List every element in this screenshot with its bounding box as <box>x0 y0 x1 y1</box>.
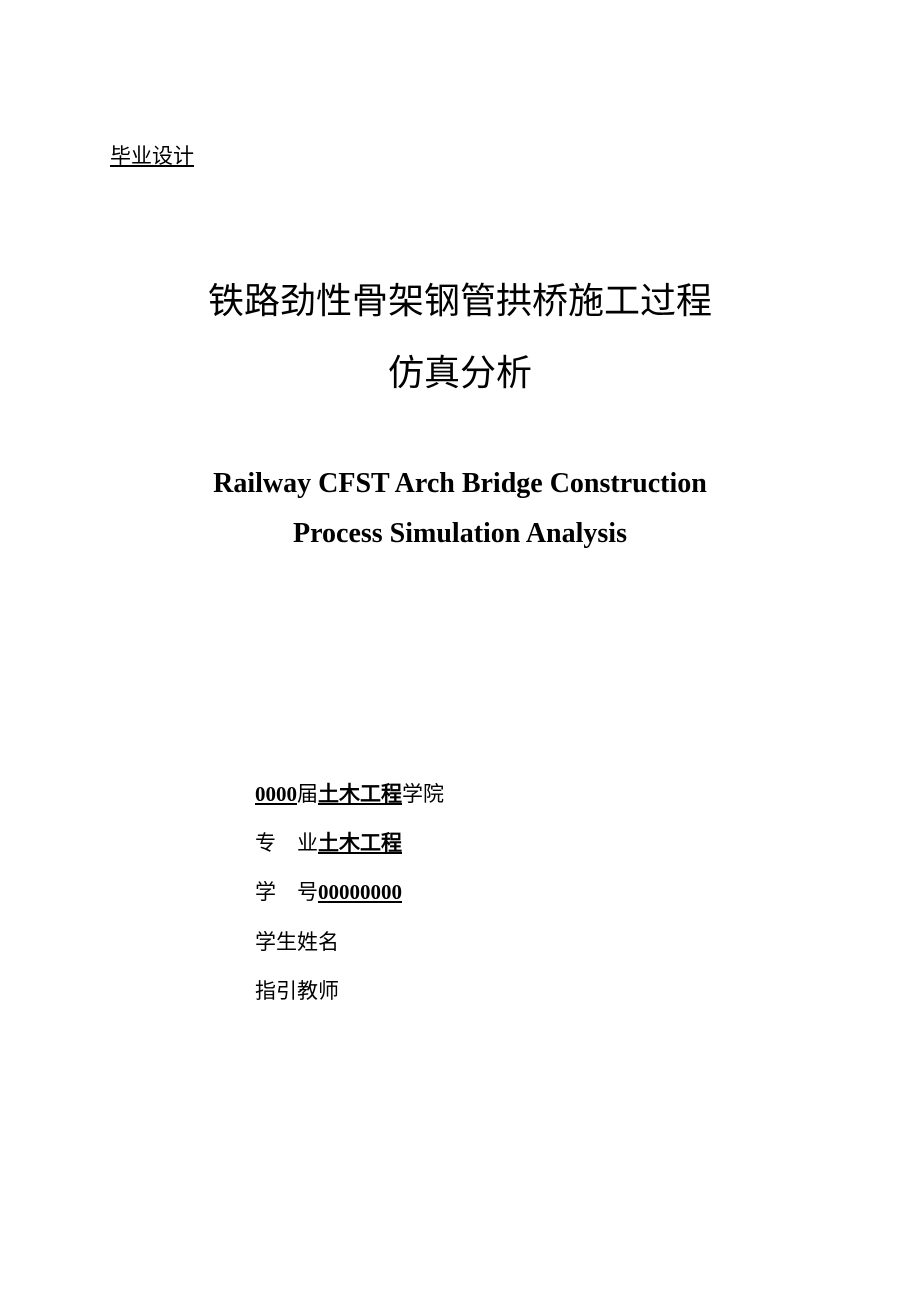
info-row-student-name: 学生姓名 <box>255 918 810 967</box>
year-suffix: 届 <box>297 770 318 819</box>
college-suffix: 学院 <box>402 770 444 819</box>
advisor-label: 指引教师 <box>255 967 339 1016</box>
student-name-label: 学生姓名 <box>255 918 339 967</box>
title-english: Railway CFST Arch Bridge Construction Pr… <box>110 459 810 560</box>
title-cn-line2: 仿真分析 <box>110 337 810 409</box>
title-chinese: 铁路劲性骨架钢管拱桥施工过程 仿真分析 <box>110 265 810 409</box>
info-row-advisor: 指引教师 <box>255 967 810 1016</box>
header-label: 毕业设计 <box>110 140 810 170</box>
title-cn-line1: 铁路劲性骨架钢管拱桥施工过程 <box>110 265 810 337</box>
student-id-label: 学 号 <box>255 868 318 917</box>
info-row-year-college: 0000 届 土木工程 学院 <box>255 770 810 819</box>
college-value: 土木工程 <box>318 770 402 819</box>
major-value: 土木工程 <box>318 819 402 868</box>
year-value: 0000 <box>255 770 297 819</box>
major-label: 专 业 <box>255 819 318 868</box>
title-en-line1: Railway CFST Arch Bridge Construction <box>110 459 810 509</box>
student-id-value: 00000000 <box>318 868 402 917</box>
document-page: 毕业设计 铁路劲性骨架钢管拱桥施工过程 仿真分析 Railway CFST Ar… <box>0 0 920 1017</box>
info-row-major: 专 业 土木工程 <box>255 819 810 868</box>
info-block: 0000 届 土木工程 学院 专 业 土木工程 学 号 00000000 学生姓… <box>255 770 810 1017</box>
title-en-line2: Process Simulation Analysis <box>110 509 810 559</box>
info-row-student-id: 学 号 00000000 <box>255 868 810 917</box>
